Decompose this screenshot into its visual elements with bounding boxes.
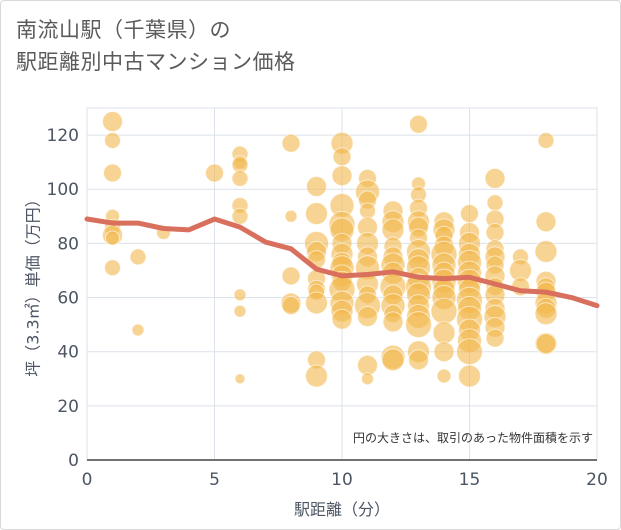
x-tick-label: 0 xyxy=(82,470,93,490)
y-axis-label: 坪（3.3㎡）単価（万円） xyxy=(24,191,43,376)
average-price-line xyxy=(84,216,600,309)
x-tick-label: 10 xyxy=(331,470,353,490)
data-bubble xyxy=(485,328,505,348)
data-bubble xyxy=(281,133,301,153)
bubble-layer xyxy=(102,111,558,388)
data-bubble xyxy=(436,368,452,384)
y-tick-label: 20 xyxy=(57,397,79,417)
y-tick-label: 40 xyxy=(57,343,79,363)
data-bubble xyxy=(104,259,121,277)
x-tick-label: 5 xyxy=(209,470,220,490)
data-bubble xyxy=(129,248,147,266)
data-bubble xyxy=(361,372,374,386)
data-bubble xyxy=(484,167,506,189)
data-bubble xyxy=(331,165,353,187)
y-tick-label: 60 xyxy=(57,289,79,309)
data-bubble xyxy=(537,131,555,149)
data-bubble xyxy=(331,308,353,330)
chart-title-line-2: 駅距離別中古マンション価格 xyxy=(16,50,296,74)
data-bubble xyxy=(359,202,376,220)
data-bubble xyxy=(104,131,121,149)
data-bubble xyxy=(357,354,378,376)
data-bubble xyxy=(131,323,145,337)
data-bubble xyxy=(105,230,120,246)
y-tick-label: 80 xyxy=(57,234,79,254)
average-line-layer xyxy=(84,216,600,309)
axis-layer: 0 5 10 15 20 0 20 40 60 80 100 120 xyxy=(47,126,608,490)
data-bubble xyxy=(456,338,483,366)
data-bubble xyxy=(409,114,428,134)
data-bubble xyxy=(485,223,505,243)
x-tick-label: 20 xyxy=(586,470,608,490)
y-tick-label: 0 xyxy=(68,451,79,471)
data-bubble xyxy=(486,194,504,212)
data-bubble xyxy=(332,147,352,167)
data-bubble xyxy=(284,209,298,223)
data-bubble xyxy=(430,297,458,325)
data-bubble xyxy=(102,111,123,133)
data-bubble xyxy=(281,266,301,286)
data-bubble xyxy=(382,311,404,333)
data-bubble xyxy=(305,291,328,315)
x-tick-label: 15 xyxy=(459,470,481,490)
data-bubble xyxy=(233,304,247,318)
data-bubble xyxy=(305,202,328,226)
x-axis-label: 駅距離（分） xyxy=(294,500,390,519)
chart-title-line-1: 南流山駅（千葉県）の xyxy=(16,18,231,42)
chart-title: 南流山駅（千葉県）の 駅距離別中古マンション価格 xyxy=(16,14,296,78)
data-bubble xyxy=(534,240,558,264)
data-bubble xyxy=(458,364,481,388)
data-bubble xyxy=(234,373,246,385)
data-bubble xyxy=(433,341,455,363)
data-bubble xyxy=(306,176,327,198)
data-bubble xyxy=(357,305,378,327)
data-bubble xyxy=(381,348,405,372)
data-bubble xyxy=(305,364,328,388)
data-bubble xyxy=(205,163,224,183)
data-bubble xyxy=(432,321,456,345)
data-bubble xyxy=(231,169,249,187)
data-bubble xyxy=(535,333,557,355)
data-bubble xyxy=(460,204,479,224)
data-bubble xyxy=(103,163,122,183)
data-bubble xyxy=(281,296,301,316)
data-bubble xyxy=(233,288,247,302)
y-tick-label: 120 xyxy=(47,126,79,146)
bubble-size-note: 円の大きさは、取引のあった物件面積を示す xyxy=(353,430,593,445)
y-tick-label: 100 xyxy=(47,180,79,200)
data-bubble xyxy=(231,207,249,225)
data-bubble xyxy=(408,349,429,371)
data-bubble xyxy=(534,302,558,326)
data-bubble xyxy=(535,211,557,233)
data-bubble xyxy=(405,311,432,339)
